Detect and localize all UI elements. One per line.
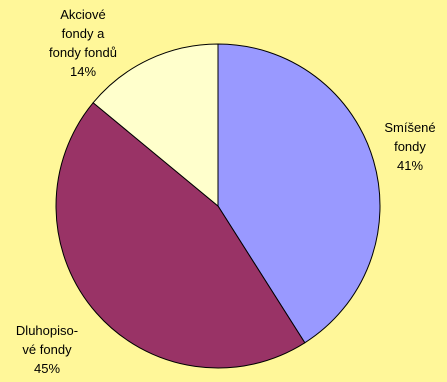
labels-layer: Smíšené fondy 41% Dluhopiso-vé fondy 45% Akci… [16,7,436,376]
slice-label-line: fondy [394,139,426,154]
slice-label-line: fondy a [62,26,105,41]
slice-percent-0: 41% [397,158,423,173]
slices-layer [55,43,381,369]
slice-label-line: Dluhopiso- [16,323,78,338]
slice-label-line: vé fondy [22,342,72,357]
pie-slice-0 [217,43,381,344]
pie-slice-2 [92,43,219,208]
slice-label-line: Smíšené [384,120,435,135]
slice-percent-1: 45% [34,361,60,376]
slice-label-0: Smíšené fondy 41% [384,120,435,173]
slice-label-2: Akciové fondy a fondy fondů 14% [49,7,117,79]
slice-label-1: Dluhopiso-vé fondy 45% [16,323,78,376]
pie-slice-1 [55,102,306,369]
slice-percent-2: 14% [70,64,96,79]
slice-label-line: Akciové [60,7,106,22]
slice-label-line: fondy fondů [49,45,117,60]
